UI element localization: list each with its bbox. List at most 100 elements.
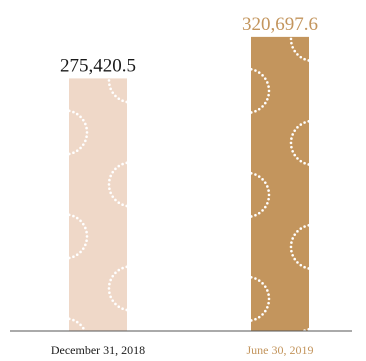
- pattern-dot: [121, 307, 124, 311]
- pattern-dot: [81, 222, 85, 226]
- pattern-dot: [267, 297, 271, 301]
- pattern-dot: [257, 211, 261, 215]
- pattern-dot: [246, 276, 249, 279]
- category-label-dec-2018: December 31, 2018: [51, 343, 145, 357]
- pattern-dot: [111, 299, 115, 302]
- category-label-jun-2019: June 30, 2019: [247, 343, 314, 357]
- pattern-dot: [261, 282, 264, 285]
- pattern-dot: [257, 279, 261, 282]
- pattern-dot: [69, 256, 71, 260]
- pattern-dot: [84, 243, 87, 247]
- pattern-dot: [307, 59, 309, 62]
- pattern-dot: [290, 137, 293, 140]
- pattern-dot: [251, 319, 253, 322]
- pattern-dot: [312, 60, 315, 63]
- pattern-dot: [267, 189, 270, 192]
- pattern-dot: [312, 224, 315, 227]
- pattern-dot: [290, 241, 293, 244]
- pattern-dot: [290, 249, 293, 253]
- pattern-dot: [251, 111, 253, 114]
- pattern-dot: [299, 263, 303, 267]
- pattern-dot: [267, 197, 270, 201]
- pattern-dot: [312, 328, 315, 331]
- pattern-dot: [114, 271, 117, 275]
- pattern-dot: [111, 170, 115, 174]
- pattern-dot: [109, 191, 112, 195]
- pattern-dot: [108, 187, 111, 190]
- pattern-dot: [312, 268, 315, 271]
- pattern-dot: [72, 110, 75, 114]
- pattern-dot: [266, 81, 269, 84]
- pattern-dot: [261, 74, 264, 77]
- pattern-dot: [130, 205, 133, 208]
- pattern-dot: [114, 94, 117, 98]
- pattern-dot: [81, 326, 85, 330]
- pattern-dot: [79, 115, 82, 119]
- pattern-dot: [69, 152, 71, 156]
- pattern-dot: [72, 151, 75, 155]
- pattern-dot: [69, 317, 71, 321]
- pattern-dot: [296, 157, 299, 160]
- pattern-dot: [254, 277, 257, 280]
- pattern-dot: [257, 315, 261, 319]
- pattern-dot: [64, 257, 67, 260]
- pattern-dot: [246, 320, 249, 323]
- pattern-dot: [267, 85, 270, 88]
- pattern-dot: [291, 237, 294, 240]
- pattern-dot: [257, 175, 261, 178]
- value-label-jun-2019: 320,697.6: [242, 14, 318, 35]
- pattern-dot: [246, 112, 249, 115]
- pattern-dot: [85, 235, 89, 238]
- pattern-dot: [72, 255, 75, 259]
- pattern-dot: [299, 55, 303, 59]
- pattern-dot: [109, 278, 112, 282]
- pattern-dot: [290, 41, 293, 45]
- pattern-dot: [263, 101, 267, 105]
- pattern-dot: [246, 216, 249, 219]
- pattern-dot: [121, 203, 124, 207]
- pattern-dot: [84, 139, 87, 143]
- pattern-dot: [85, 126, 88, 130]
- pattern-dot: [108, 291, 111, 294]
- pattern-dot: [114, 302, 117, 306]
- pattern-dot: [251, 215, 253, 218]
- pattern-dot: [263, 285, 267, 288]
- pattern-dot: [251, 172, 253, 175]
- bar-group-jun-2019: 320,697.6: [242, 14, 318, 332]
- pattern-dot: [72, 214, 75, 218]
- pattern-dot: [64, 153, 67, 156]
- pattern-dot: [267, 193, 271, 197]
- pattern-dot: [121, 266, 124, 270]
- value-label-dec-2018: 275,420.5: [60, 55, 136, 76]
- pattern-dot: [261, 178, 264, 181]
- pattern-dot: [251, 68, 253, 71]
- pattern-dot: [312, 164, 315, 167]
- pattern-dot: [251, 276, 253, 279]
- pattern-dot: [81, 143, 85, 146]
- pattern-dot: [107, 183, 111, 186]
- pattern-dot: [109, 174, 112, 178]
- pattern-dot: [307, 328, 309, 331]
- bar-pattern-jun-2019: [246, 37, 315, 332]
- pattern-dot: [267, 293, 270, 296]
- pattern-dot: [121, 99, 124, 103]
- pattern-dot: [312, 120, 315, 123]
- pattern-dot: [290, 145, 293, 149]
- pattern-dot: [75, 320, 79, 324]
- pattern-dot: [303, 265, 306, 269]
- pattern-dot: [84, 226, 87, 230]
- pattern-dot: [257, 71, 261, 74]
- pattern-dot: [293, 257, 297, 261]
- pattern-dot: [254, 69, 257, 72]
- pattern-dot: [266, 289, 269, 292]
- pattern-dot: [296, 53, 299, 56]
- pattern-dot: [64, 213, 67, 216]
- bar-pattern-dec-2018: [64, 79, 133, 331]
- pattern-dot: [79, 323, 82, 327]
- pattern-dot: [125, 100, 127, 104]
- pattern-dot: [75, 253, 79, 256]
- pattern-dot: [307, 224, 309, 227]
- pattern-dot: [108, 83, 111, 86]
- pattern-dot: [108, 178, 111, 182]
